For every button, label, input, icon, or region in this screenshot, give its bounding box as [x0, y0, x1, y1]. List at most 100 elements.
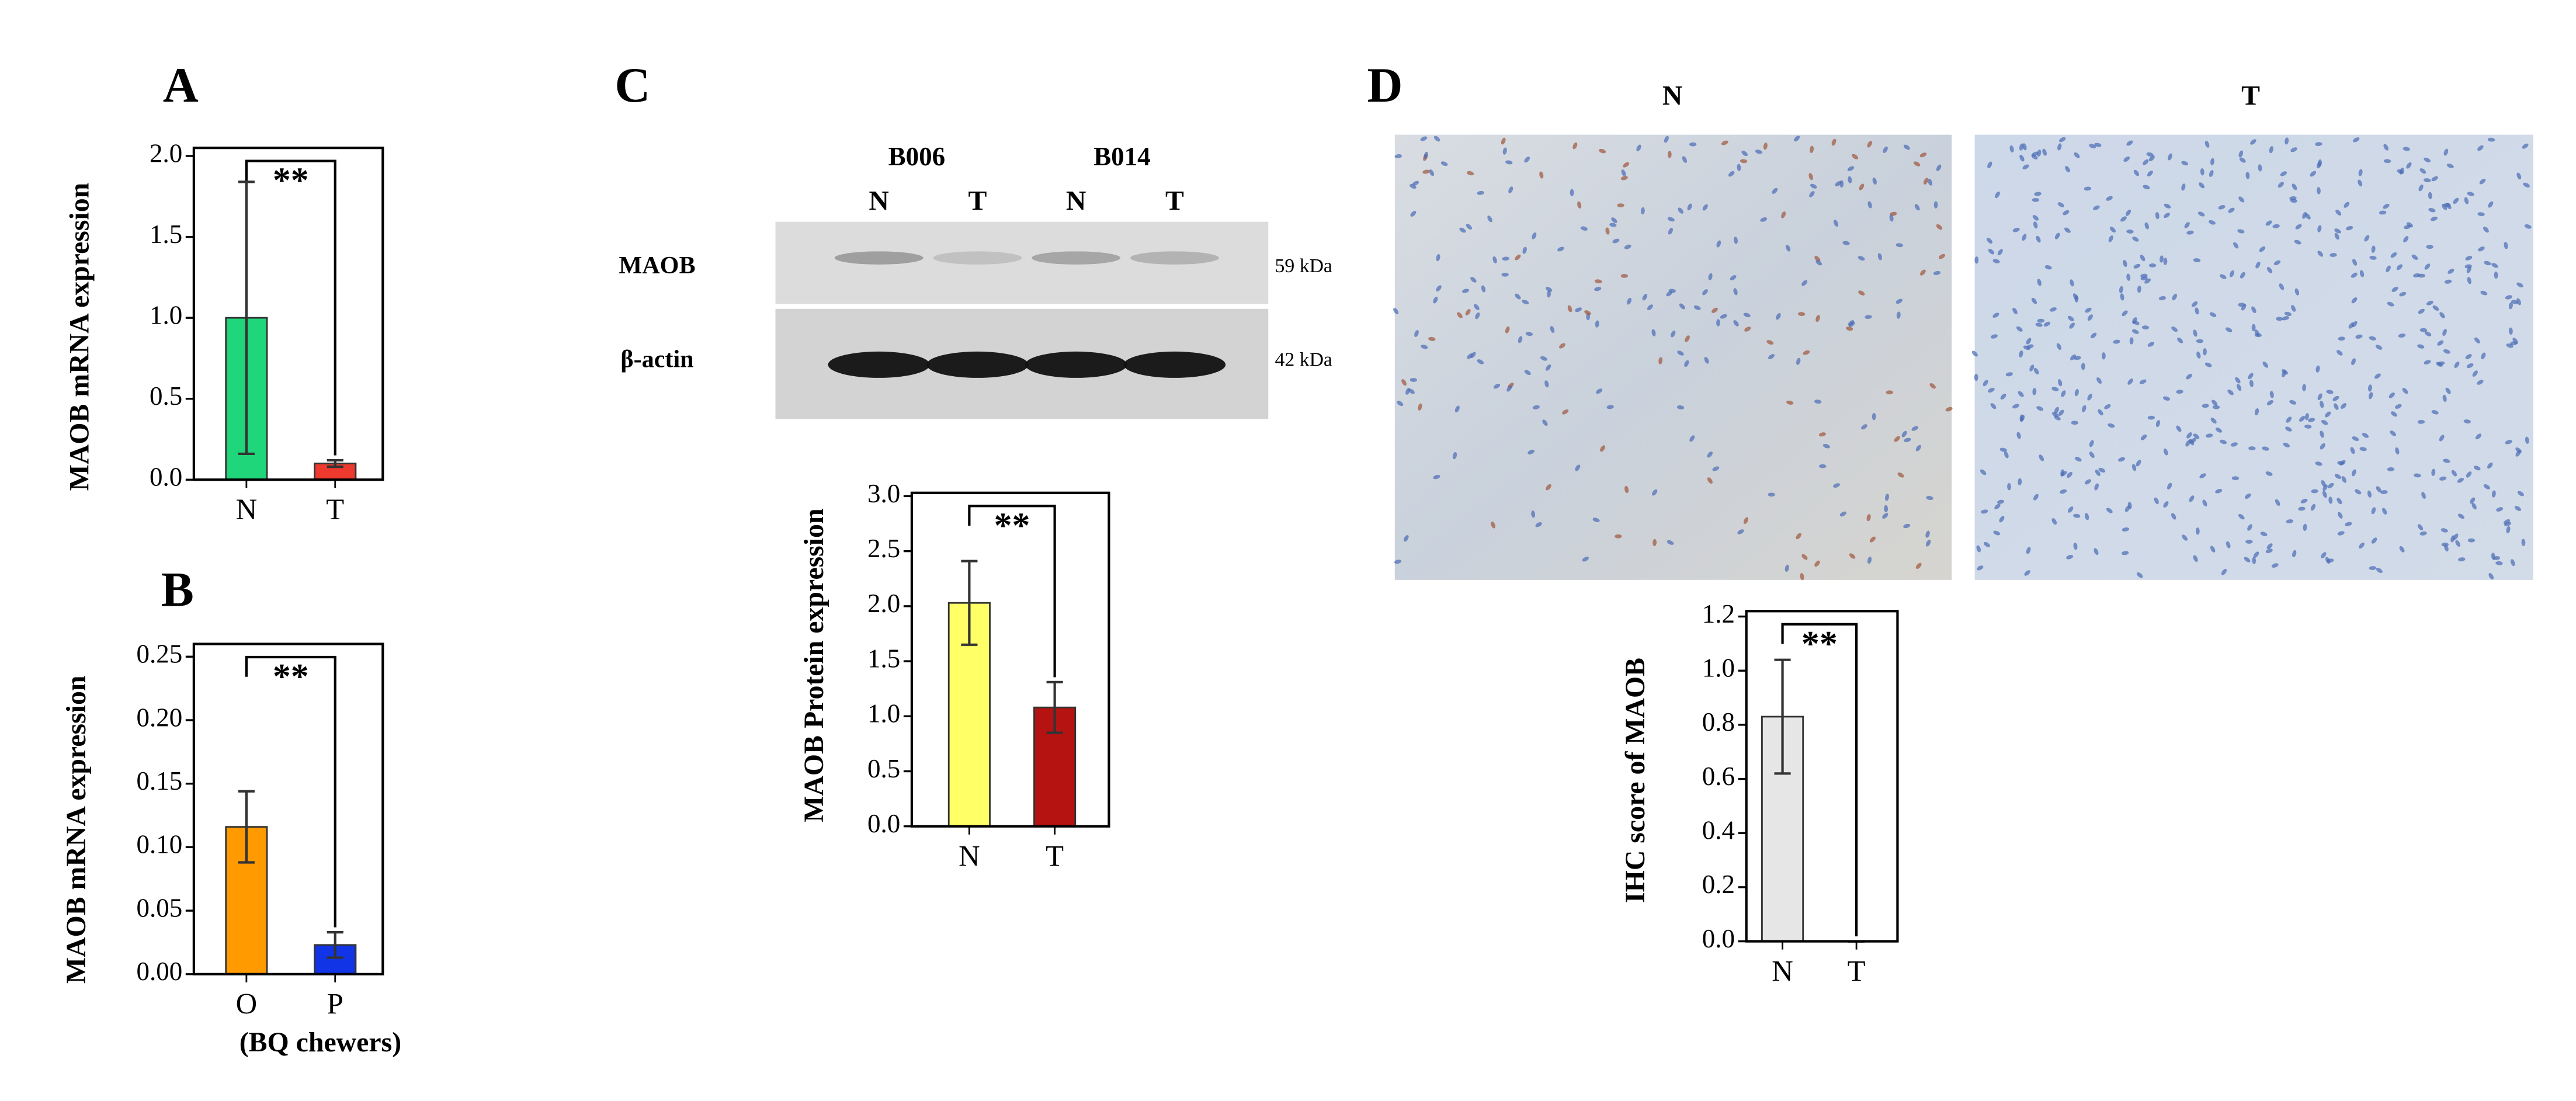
y-tick-label: 0.5	[150, 381, 182, 411]
cell	[2144, 222, 2150, 230]
cell	[2399, 546, 2405, 553]
cell	[2084, 479, 2091, 485]
cell	[1611, 217, 1617, 223]
cell	[2212, 400, 2218, 406]
cell	[2273, 260, 2281, 265]
cell	[2265, 548, 2273, 553]
cell	[2321, 480, 2326, 487]
cell	[2390, 252, 2397, 258]
cell	[2227, 390, 2234, 395]
cell	[2383, 144, 2388, 151]
cell	[2327, 558, 2334, 563]
cell	[2359, 270, 2365, 277]
cell	[1532, 405, 1540, 409]
cell	[2230, 442, 2238, 447]
cell	[2390, 430, 2396, 436]
cell	[2247, 524, 2252, 531]
cell	[2359, 447, 2367, 451]
cell	[1914, 161, 1921, 166]
cell	[2292, 183, 2297, 190]
cell	[2143, 159, 2149, 165]
cell	[2337, 498, 2342, 505]
cell	[2019, 143, 2024, 151]
cell	[2098, 467, 2106, 473]
blot-band	[1123, 351, 1226, 378]
cell	[2334, 403, 2339, 410]
sample-label: B006	[888, 142, 946, 171]
cell	[2477, 145, 2484, 151]
cell	[2367, 490, 2372, 498]
cell	[2058, 379, 2063, 387]
cell	[1621, 169, 1626, 176]
cell	[1974, 256, 1979, 264]
cell	[2439, 435, 2445, 442]
cell	[1623, 162, 1630, 168]
cell	[1925, 530, 1930, 538]
cell	[1457, 312, 1463, 318]
cell	[2089, 440, 2094, 447]
cell	[1505, 160, 1513, 165]
cell	[1506, 385, 1512, 392]
cell	[1547, 290, 1551, 298]
cell	[2351, 272, 2358, 278]
cell	[1636, 144, 1641, 151]
cell	[1477, 190, 1484, 195]
cell	[2202, 499, 2207, 507]
cell	[2132, 329, 2139, 334]
cell	[2122, 527, 2130, 532]
cell	[1889, 214, 1894, 222]
cell	[1911, 426, 1918, 431]
cell	[1702, 204, 1708, 211]
cell	[1997, 249, 2003, 256]
cell	[2421, 492, 2426, 499]
cell	[2022, 164, 2029, 170]
significance-label: **	[994, 506, 1030, 546]
cell	[2029, 364, 2035, 371]
y-tick-label: 0.0	[867, 809, 900, 838]
cell	[2121, 551, 2129, 555]
cell	[2391, 411, 2397, 417]
cell	[2248, 446, 2256, 450]
cell	[1867, 141, 1872, 148]
cell	[1492, 256, 1497, 263]
cell	[1897, 472, 1904, 478]
cell	[2140, 276, 2148, 281]
cell	[2431, 410, 2439, 415]
cell	[2259, 246, 2266, 252]
cell	[1667, 217, 1675, 222]
cell	[1794, 136, 1800, 142]
cell	[1763, 143, 1768, 150]
cell	[1834, 220, 1838, 227]
cell	[2414, 473, 2421, 478]
cell	[2140, 435, 2147, 440]
cell	[2196, 339, 2204, 343]
cell	[1877, 253, 1882, 261]
cell	[1886, 390, 1894, 395]
cell	[2012, 404, 2019, 409]
x-tick-label: T	[1848, 954, 1866, 987]
cell	[1436, 253, 1440, 262]
cell	[1865, 315, 1872, 319]
plot-frame	[192, 642, 384, 975]
cell	[2303, 523, 2307, 532]
cell	[2383, 159, 2391, 164]
cell	[1997, 499, 2005, 504]
cell	[2108, 235, 2113, 242]
cell	[1605, 227, 1610, 235]
cell	[2195, 527, 2200, 535]
cell	[2238, 150, 2244, 158]
cell	[2524, 224, 2532, 229]
cell	[2505, 440, 2512, 444]
cell	[1785, 245, 1791, 252]
cell	[1421, 345, 1428, 349]
cell	[2320, 443, 2325, 450]
cell	[1801, 280, 1808, 286]
cell	[1861, 424, 1867, 430]
cell	[2430, 216, 2438, 221]
cell	[2120, 216, 2127, 222]
cell	[2181, 183, 2186, 191]
cell	[1814, 256, 1821, 262]
cell	[2523, 182, 2530, 187]
cell	[2451, 470, 2457, 477]
y-tick-label: 1.5	[867, 644, 900, 673]
